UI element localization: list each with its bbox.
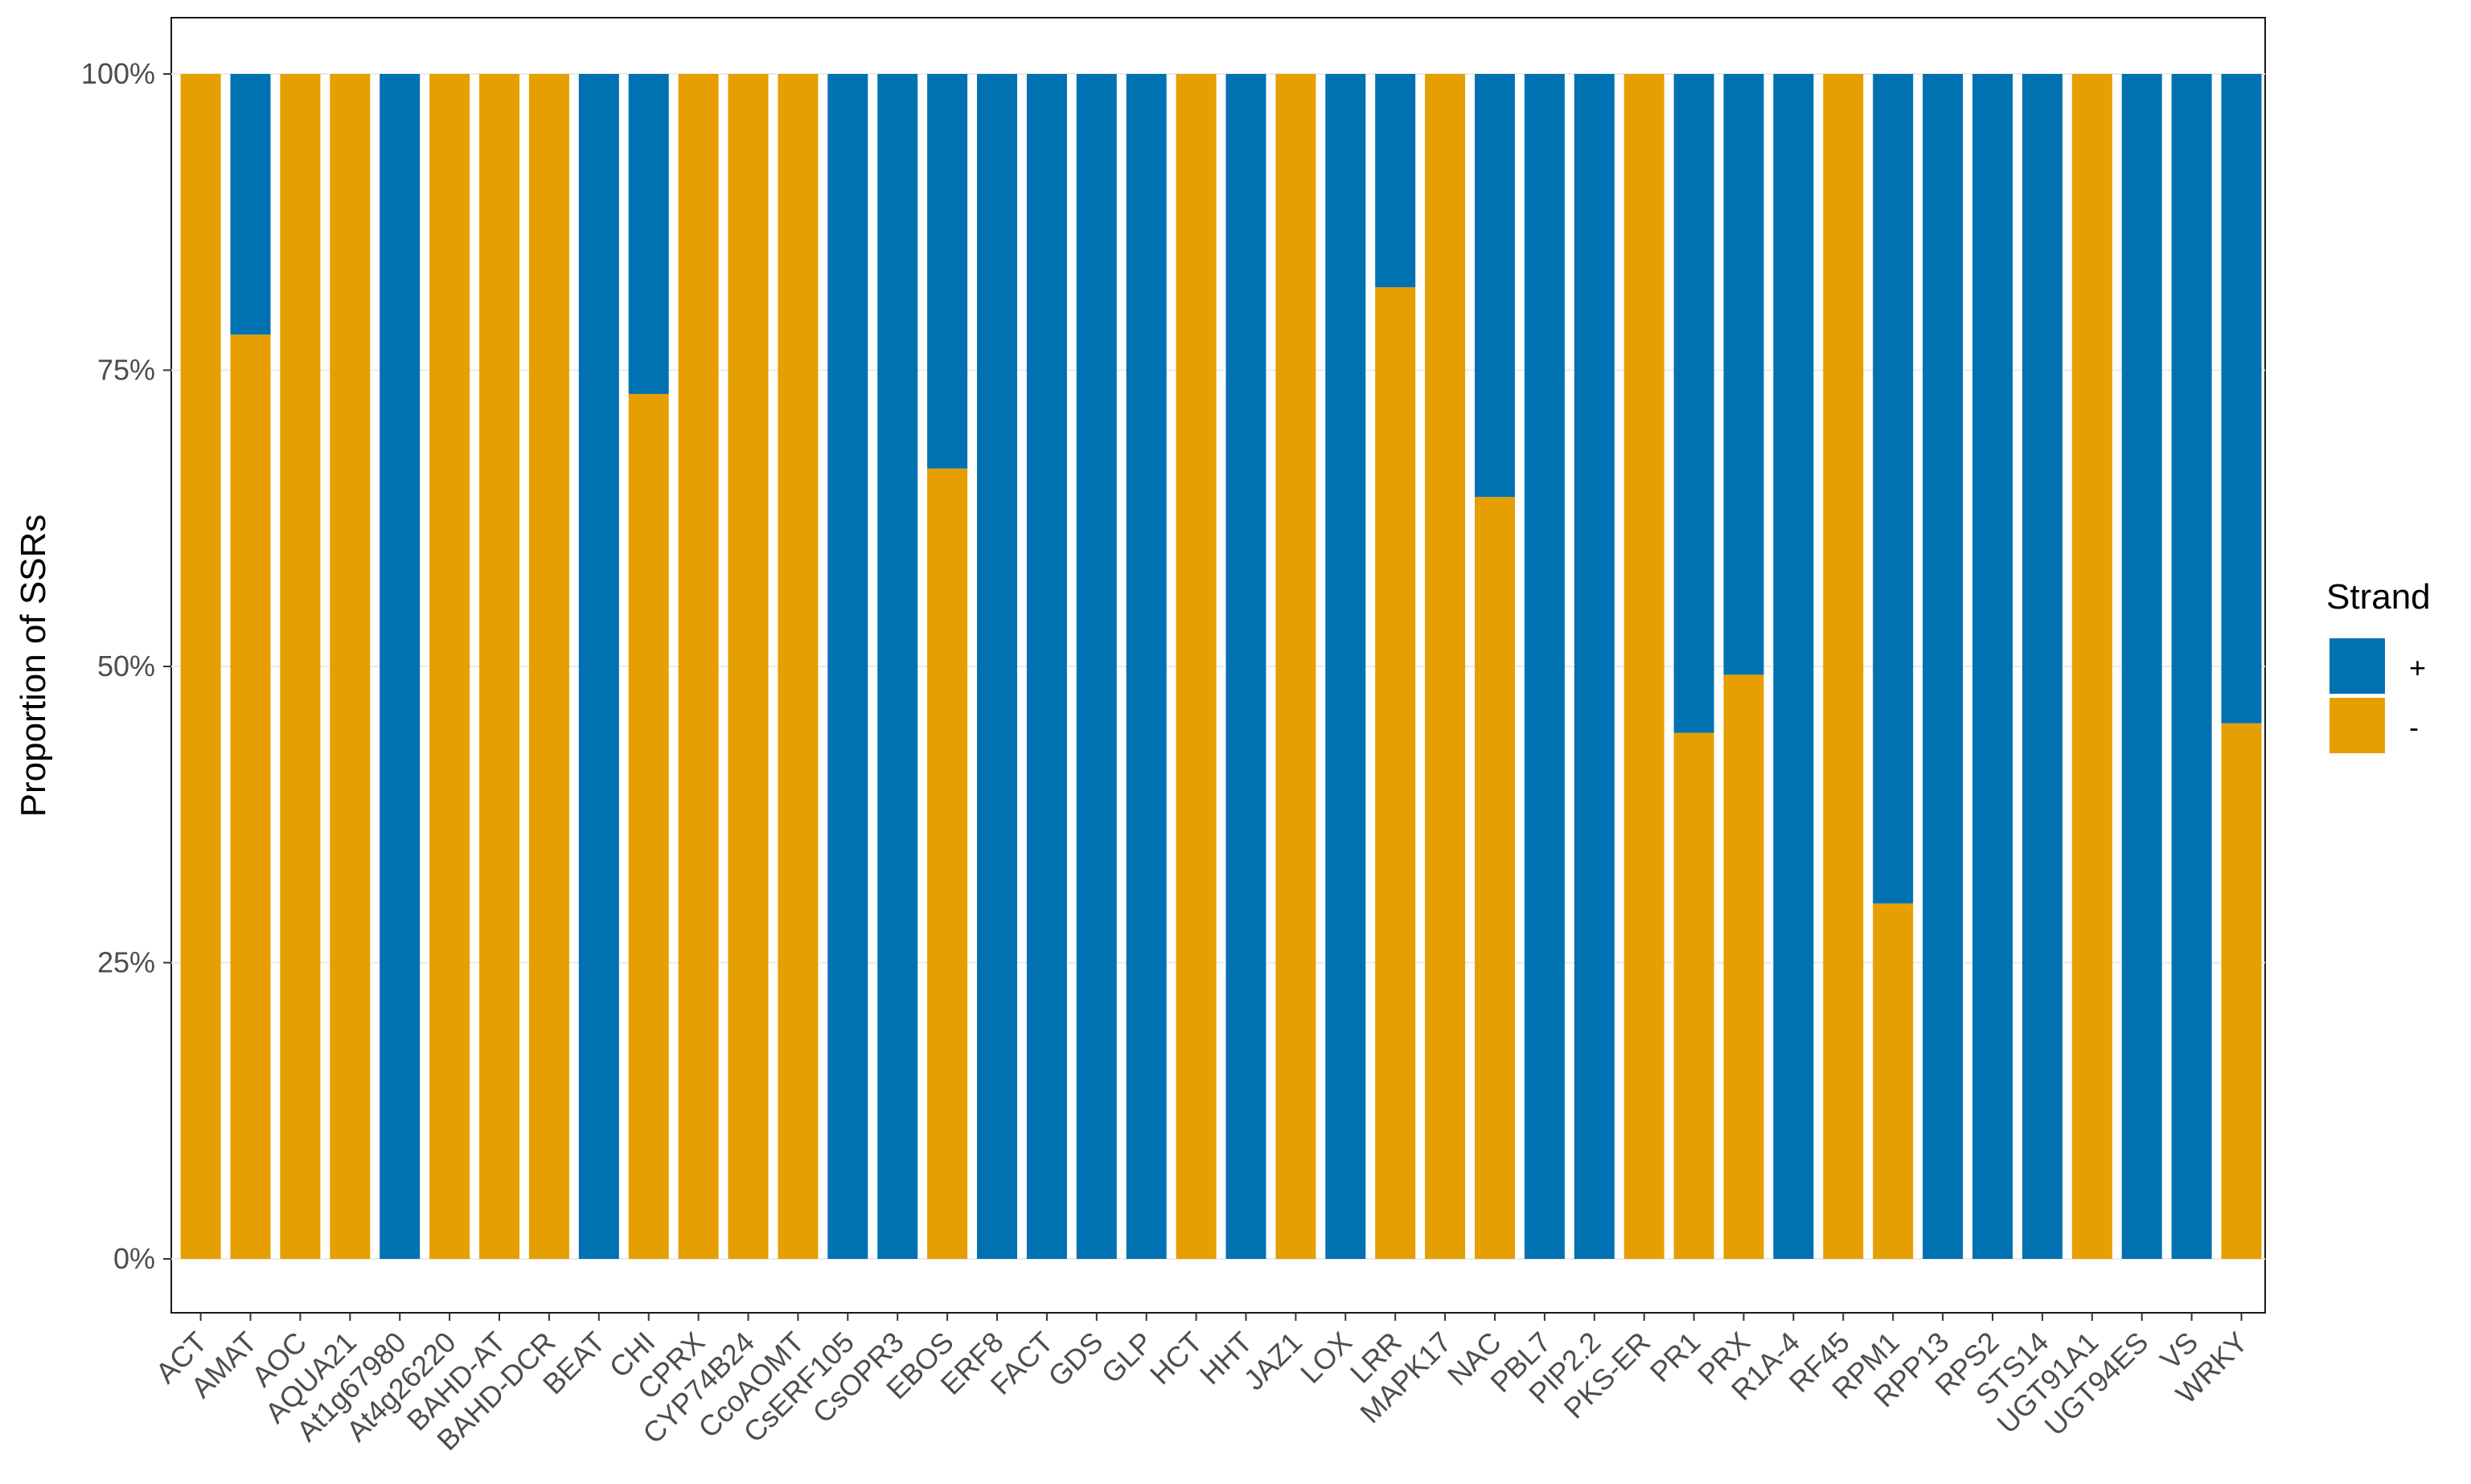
bar-WRKY-plus bbox=[2221, 74, 2262, 724]
bars bbox=[180, 74, 2262, 1260]
y-axis-title: Proportion of SSRs bbox=[14, 514, 53, 818]
gridlines bbox=[171, 73, 2265, 1260]
x-tick-label-LOX: LOX bbox=[1294, 1326, 1358, 1390]
bar-ACT-minus bbox=[180, 74, 221, 1259]
legend-swatch-minus bbox=[2329, 698, 2385, 753]
bar-VS-plus bbox=[2171, 74, 2212, 1259]
bar-EBOS-minus bbox=[927, 468, 968, 1259]
bar-PR1-minus bbox=[1673, 732, 1714, 1259]
bar-AQUA21-minus bbox=[330, 74, 371, 1259]
bar-RPP13-plus bbox=[1923, 74, 1964, 1259]
bar-At4g26220-minus bbox=[429, 74, 470, 1259]
bar-R1A-4-plus bbox=[1773, 74, 1814, 1259]
bar-CsERF105-plus bbox=[827, 74, 868, 1259]
bar-At1g67980-plus bbox=[380, 74, 421, 1259]
bar-PKS-ER-minus bbox=[1623, 74, 1664, 1259]
bar-CYP74B24-minus bbox=[728, 74, 769, 1259]
bar-RPM1-minus bbox=[1873, 903, 1914, 1259]
bar-UGT94ES-plus bbox=[2121, 74, 2162, 1259]
x-tick-label-HCT: HCT bbox=[1143, 1326, 1209, 1391]
bar-NAC-minus bbox=[1475, 497, 1515, 1259]
bar-EBOS-plus bbox=[927, 74, 968, 469]
bar-PRX-minus bbox=[1723, 674, 1764, 1259]
bar-PBL7-plus bbox=[1524, 74, 1565, 1259]
bar-STS14-plus bbox=[2022, 74, 2063, 1259]
bar-GDS-plus bbox=[1076, 74, 1117, 1259]
y-tick-label: 75% bbox=[97, 354, 155, 387]
bar-BAHD-DCR-minus bbox=[528, 74, 569, 1259]
y-tick-label: 50% bbox=[97, 650, 155, 683]
bar-WRKY-minus bbox=[2221, 723, 2262, 1259]
legend-label-minus: - bbox=[2409, 711, 2419, 744]
bar-HCT-minus bbox=[1176, 74, 1217, 1259]
plot-panel-border bbox=[170, 17, 2266, 1314]
bar-FACT-plus bbox=[1026, 74, 1067, 1259]
legend-label-plus: + bbox=[2409, 651, 2426, 684]
bar-AMAT-plus bbox=[230, 74, 271, 335]
bar-RF45-minus bbox=[1823, 74, 1864, 1259]
bar-JAZ1-minus bbox=[1275, 74, 1316, 1259]
bar-LOX-plus bbox=[1325, 74, 1366, 1259]
y-tick-label: 100% bbox=[81, 57, 155, 90]
bar-GLP-plus bbox=[1126, 74, 1167, 1259]
x-tick-label-GLP: GLP bbox=[1094, 1326, 1159, 1390]
legend: Strand + - bbox=[2326, 577, 2431, 753]
y-tick-label: 0% bbox=[113, 1242, 155, 1275]
bar-AMAT-minus bbox=[230, 334, 271, 1259]
bar-PRX-plus bbox=[1723, 74, 1764, 675]
bar-RPS2-plus bbox=[1972, 74, 2013, 1259]
legend-swatch-plus bbox=[2329, 638, 2385, 694]
bar-ERF8-plus bbox=[977, 74, 1017, 1259]
x-tick-label-JAZ1: JAZ1 bbox=[1238, 1326, 1308, 1396]
bar-LRR-minus bbox=[1375, 287, 1416, 1259]
bar-BEAT-plus bbox=[578, 74, 619, 1259]
x-axis-ticks: ACTAMATAOCAQUA21At1g67980At4g26220BAHD-A… bbox=[149, 1313, 2254, 1457]
legend-title: Strand bbox=[2326, 577, 2431, 617]
y-tick-label: 25% bbox=[97, 946, 155, 979]
bar-CsOPR3-plus bbox=[877, 74, 918, 1259]
x-tick-label-GDS: GDS bbox=[1041, 1326, 1109, 1393]
bar-CHI-plus bbox=[628, 74, 669, 394]
y-axis-ticks: 0% 25% 50% 75% 100% bbox=[81, 57, 171, 1275]
bar-LRR-plus bbox=[1375, 74, 1416, 288]
bar-NAC-plus bbox=[1475, 74, 1515, 498]
bar-CPRX-minus bbox=[678, 74, 719, 1259]
bar-UGT91A1-minus bbox=[2071, 74, 2112, 1259]
bar-HHT-plus bbox=[1225, 74, 1266, 1259]
bar-AOC-minus bbox=[280, 74, 321, 1259]
bar-BAHD-AT-minus bbox=[479, 74, 519, 1259]
bar-CcoAOMT-minus bbox=[778, 74, 819, 1259]
x-tick-label-PR1: PR1 bbox=[1644, 1326, 1707, 1389]
bar-PIP2.2-plus bbox=[1574, 74, 1615, 1259]
bar-PR1-plus bbox=[1673, 74, 1714, 733]
bar-CHI-minus bbox=[628, 393, 669, 1260]
bar-MAPK17-minus bbox=[1425, 74, 1466, 1259]
bar-RPM1-plus bbox=[1873, 74, 1914, 904]
